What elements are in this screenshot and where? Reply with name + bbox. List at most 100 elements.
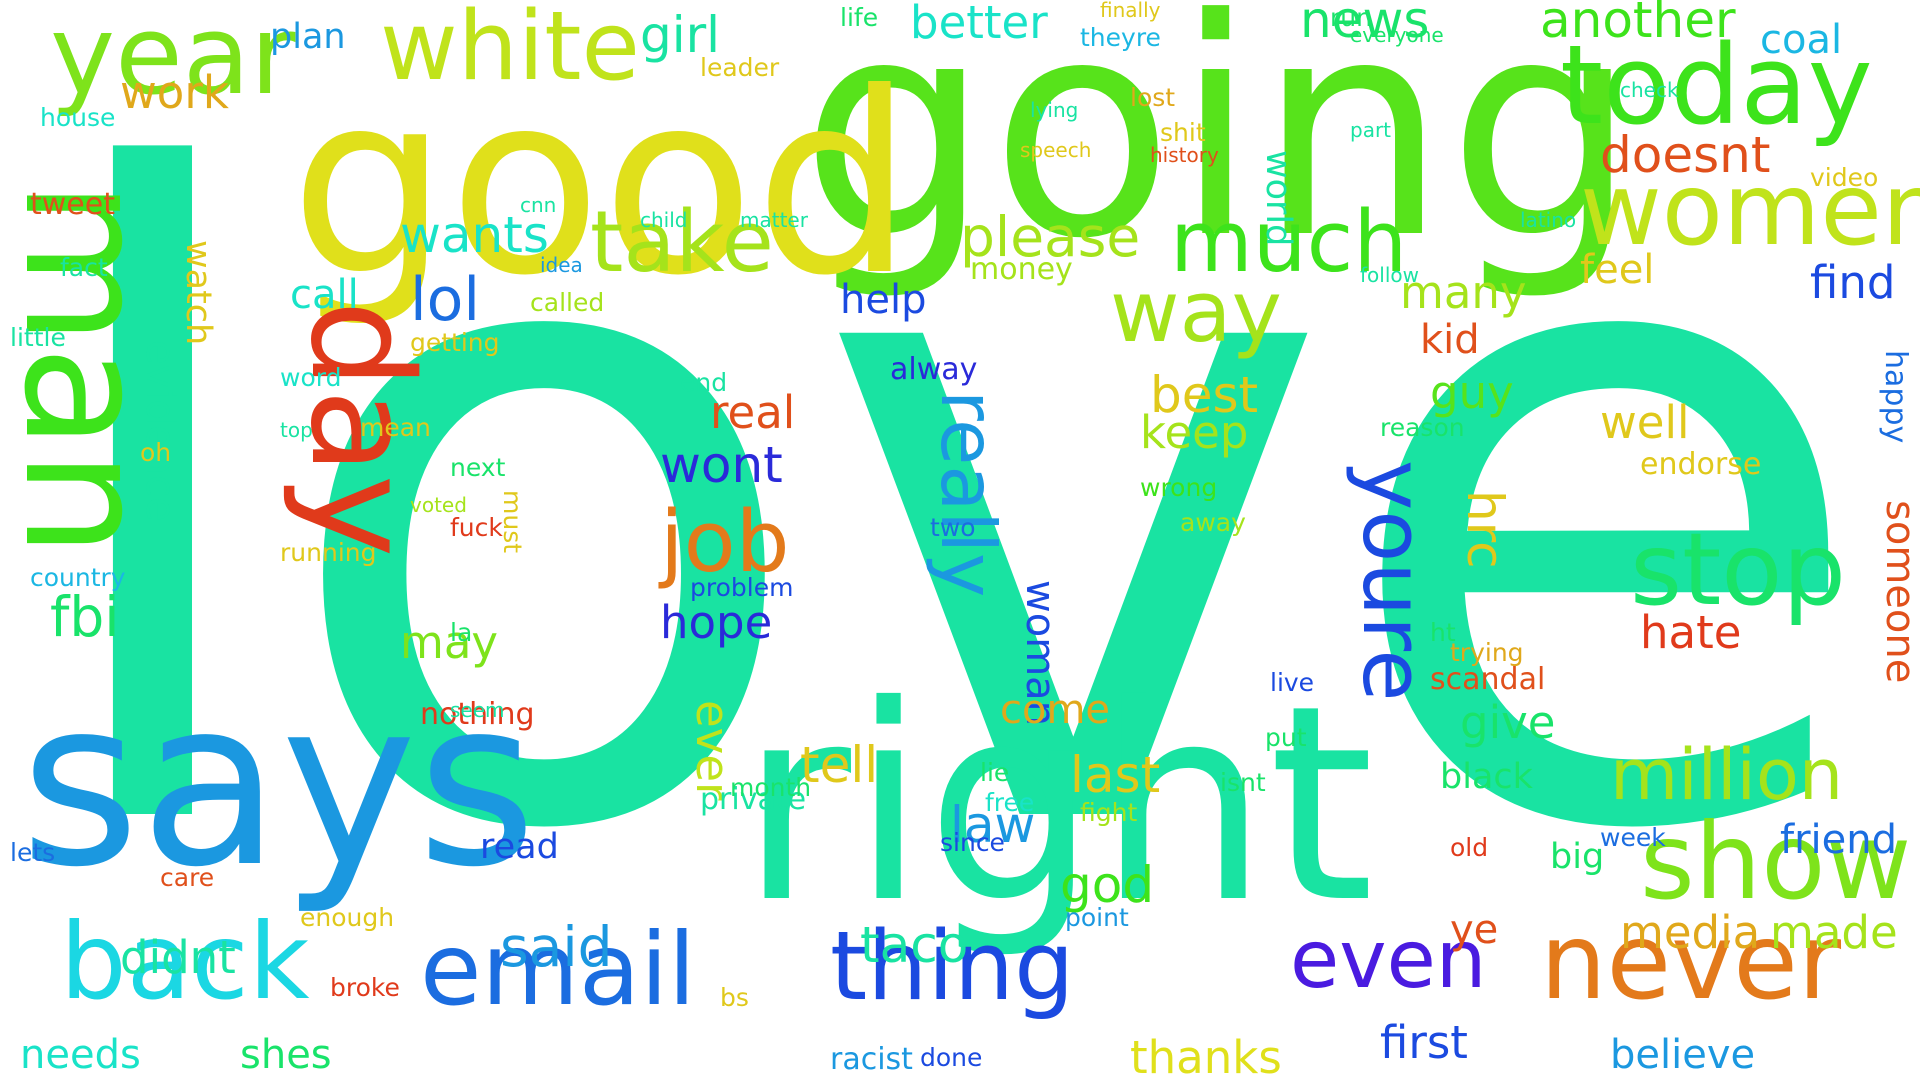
word-reason: reason bbox=[1380, 413, 1465, 442]
word-matter: matter bbox=[740, 208, 808, 232]
word-needs: needs bbox=[20, 1032, 141, 1078]
word-ever: ever bbox=[686, 700, 739, 801]
word-video: video bbox=[1810, 163, 1879, 192]
word-lie: lie bbox=[980, 758, 1010, 787]
word-ye: ye bbox=[1450, 907, 1499, 953]
word-two: two bbox=[930, 513, 976, 542]
word-done: done bbox=[920, 1043, 983, 1072]
word-history: history bbox=[1150, 143, 1219, 167]
word-girl: girl bbox=[640, 6, 721, 64]
word-lost: lost bbox=[1130, 83, 1176, 112]
word-fight: fight bbox=[1080, 798, 1138, 827]
word-real: real bbox=[710, 386, 796, 439]
word-lying: lying bbox=[1030, 98, 1079, 122]
word-never: never bbox=[1540, 901, 1842, 1023]
word-racist: racist bbox=[830, 1042, 913, 1077]
word-wont: wont bbox=[660, 436, 783, 494]
word-taco: taco bbox=[860, 916, 969, 974]
word-said: said bbox=[500, 915, 613, 979]
word-check: check bbox=[1620, 78, 1679, 102]
word-hate: hate bbox=[1640, 606, 1742, 659]
word-little: little bbox=[10, 323, 66, 352]
word-world: world bbox=[1258, 150, 1298, 247]
word-stop: stop bbox=[1630, 511, 1846, 628]
word-since: since bbox=[940, 828, 1005, 857]
word-women: women bbox=[1580, 151, 1920, 268]
word-tweet: tweet bbox=[30, 187, 115, 222]
word-away: away bbox=[1180, 508, 1246, 537]
word-life: life bbox=[840, 3, 879, 32]
word-last: last bbox=[1070, 746, 1161, 804]
word-nothing: nothing bbox=[420, 697, 535, 732]
word-kid: kid bbox=[1420, 317, 1480, 363]
word-shit: shit bbox=[1160, 118, 1206, 147]
word-news: news bbox=[1300, 0, 1430, 49]
word-called: called bbox=[530, 288, 605, 317]
word-month: month bbox=[730, 773, 812, 802]
word-big: big bbox=[1550, 837, 1605, 877]
word-bs: bs bbox=[720, 983, 749, 1012]
word-someone: someone bbox=[1877, 500, 1920, 684]
word-made: made bbox=[1770, 906, 1898, 959]
word-media: media bbox=[1620, 906, 1761, 959]
word-broke: broke bbox=[330, 973, 400, 1002]
word-hope: hope bbox=[660, 596, 773, 649]
word-good: good bbox=[290, 39, 914, 330]
word-doesnt: doesnt bbox=[1600, 126, 1771, 184]
word-fuck: fuck bbox=[450, 513, 503, 542]
word-youre: youre bbox=[1343, 460, 1442, 702]
word-find: find bbox=[1810, 256, 1896, 309]
word-house: house bbox=[40, 103, 116, 132]
word-getting: getting bbox=[410, 328, 500, 357]
word-theyre: theyre bbox=[1080, 23, 1161, 52]
word-well: well bbox=[1600, 396, 1690, 449]
word-finally: finally bbox=[1100, 0, 1161, 22]
word-work: work bbox=[120, 66, 229, 119]
word-coal: coal bbox=[1760, 17, 1843, 63]
word-way: way bbox=[1110, 263, 1282, 362]
word-show: show bbox=[1640, 801, 1912, 923]
word-year: year bbox=[50, 0, 296, 119]
word-live: live bbox=[1270, 668, 1315, 697]
word-follow: follow bbox=[1360, 263, 1419, 287]
word-help: help bbox=[840, 277, 927, 323]
word-put: put bbox=[1265, 723, 1307, 752]
word-happy: happy bbox=[1878, 350, 1913, 444]
word-thanks: thanks bbox=[1130, 1031, 1282, 1080]
word-week: week bbox=[1600, 823, 1666, 852]
word-watch: watch bbox=[178, 240, 218, 346]
word-la: la bbox=[450, 618, 473, 647]
word-problem: problem bbox=[690, 573, 794, 602]
word-read: read bbox=[480, 827, 559, 867]
word-call: call bbox=[290, 272, 359, 318]
word-plan: plan bbox=[270, 17, 346, 57]
word-back: back bbox=[60, 901, 310, 1023]
word-run: run bbox=[1330, 3, 1372, 32]
word-thing: thing bbox=[830, 912, 1075, 1022]
word-best: best bbox=[1150, 366, 1259, 424]
word-next: next bbox=[450, 453, 506, 482]
word-woman: woman bbox=[1017, 580, 1063, 727]
word-man: man bbox=[0, 180, 184, 558]
word-child: child bbox=[640, 208, 688, 232]
word-isnt: isnt bbox=[1220, 768, 1266, 797]
word-believe: believe bbox=[1610, 1032, 1756, 1078]
word-better: better bbox=[910, 0, 1048, 49]
word-lol: lol bbox=[410, 265, 481, 335]
word-lets: lets bbox=[10, 838, 56, 867]
word-private: private bbox=[700, 782, 807, 817]
word-day: day bbox=[279, 300, 442, 558]
word-oh: oh bbox=[140, 438, 172, 467]
word-white: white bbox=[380, 0, 640, 102]
word-alway: alway bbox=[890, 352, 978, 387]
word-come: come bbox=[1000, 687, 1111, 733]
word-going: going bbox=[800, 0, 1638, 304]
word-job: job bbox=[660, 493, 790, 592]
word-care: care bbox=[160, 863, 215, 892]
word-says: says bbox=[20, 651, 537, 918]
word-cnn: cnn bbox=[520, 193, 557, 217]
word-old: old bbox=[1450, 833, 1489, 862]
word-god: god bbox=[1060, 856, 1155, 914]
word-idea: idea bbox=[540, 253, 583, 277]
